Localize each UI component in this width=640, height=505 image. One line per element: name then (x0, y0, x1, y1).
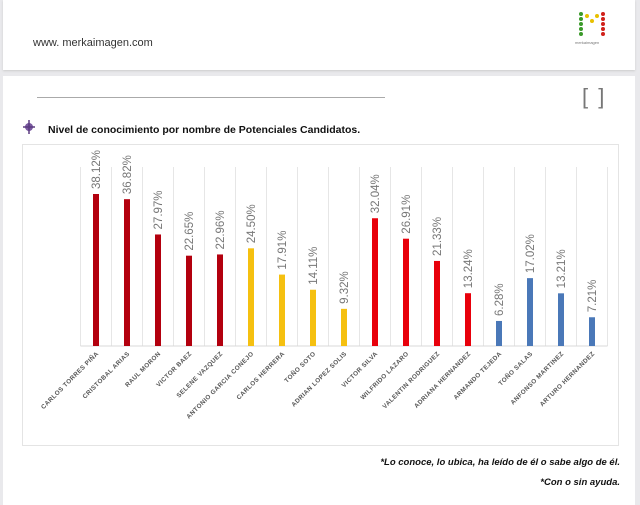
merkaimagen-logo (579, 12, 605, 36)
data-label: 32.04% (370, 174, 382, 213)
expand-button[interactable]: [ ] (582, 84, 607, 109)
bar (310, 289, 316, 346)
footnote-1: *Lo conoce, lo ubica, ha leído de él o s… (380, 457, 620, 468)
bar (527, 278, 533, 346)
bar (124, 199, 130, 346)
data-label: 13.24% (463, 249, 475, 288)
bar (186, 255, 192, 346)
category-label: ANFONSO MARTINEZ (509, 350, 565, 406)
data-label: 13.21% (556, 249, 568, 288)
bar (93, 194, 99, 346)
data-label: 21.33% (432, 217, 444, 256)
category-label: VALENTIN RODRIGUEZ (381, 350, 441, 410)
data-label: 36.82% (122, 155, 134, 194)
data-label: 14.11% (308, 247, 320, 285)
data-label: 17.91% (277, 231, 289, 270)
bar (558, 293, 564, 346)
header-card: www. merkaimagen.com merkaimagen (3, 0, 635, 70)
data-label: 17.02% (525, 234, 537, 273)
chart-title: Nivel de conocimiento por nombre de Pote… (48, 124, 361, 136)
data-label: 7.21% (587, 280, 599, 313)
category-label: TOÑO SOTO (282, 349, 317, 384)
category-label: CARLOS TORRES PIÑA (39, 349, 101, 411)
website-url[interactable]: www. merkaimagen.com (33, 37, 153, 49)
bar (496, 320, 502, 346)
bar (217, 254, 223, 346)
divider (37, 97, 385, 98)
data-label: 22.96% (215, 210, 227, 249)
data-label: 6.28% (494, 283, 506, 316)
bar (155, 234, 161, 346)
logo-text: merkaimagen (575, 40, 600, 45)
bar (248, 248, 254, 346)
bar (372, 218, 378, 346)
data-label: 27.97% (153, 190, 165, 229)
bar (279, 274, 285, 346)
bar (465, 293, 471, 346)
bar (589, 317, 595, 346)
crosshair-bullet-icon (23, 120, 35, 134)
bar (341, 308, 347, 346)
category-label: ARTURO HERNANDEZ (539, 350, 597, 408)
category-label: ADRIAN LOPEZ SOLIS (290, 350, 348, 408)
data-label: 22.65% (184, 212, 196, 251)
data-label: 26.91% (401, 195, 413, 234)
footnote-2: *Con o sin ayuda. (540, 477, 620, 488)
data-label: 24.50% (246, 204, 258, 243)
bar (434, 260, 440, 346)
data-label: 38.12% (91, 150, 103, 189)
data-label: 9.32% (339, 271, 351, 304)
chart-frame (22, 144, 619, 446)
category-label: ANTONIO GARCIA CONEJO (185, 350, 255, 420)
category-label: ADRIANA HERNANDEZ (413, 350, 472, 409)
bar (403, 238, 409, 346)
